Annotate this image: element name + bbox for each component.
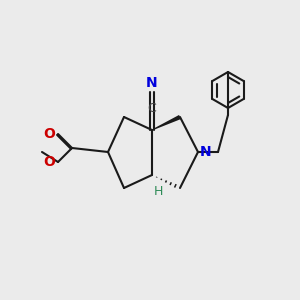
Text: O: O	[43, 127, 55, 141]
Polygon shape	[152, 115, 181, 130]
Text: O: O	[43, 155, 55, 169]
Text: H: H	[154, 185, 164, 198]
Text: N: N	[200, 145, 212, 159]
Text: N: N	[146, 76, 158, 90]
Text: C: C	[148, 102, 156, 115]
